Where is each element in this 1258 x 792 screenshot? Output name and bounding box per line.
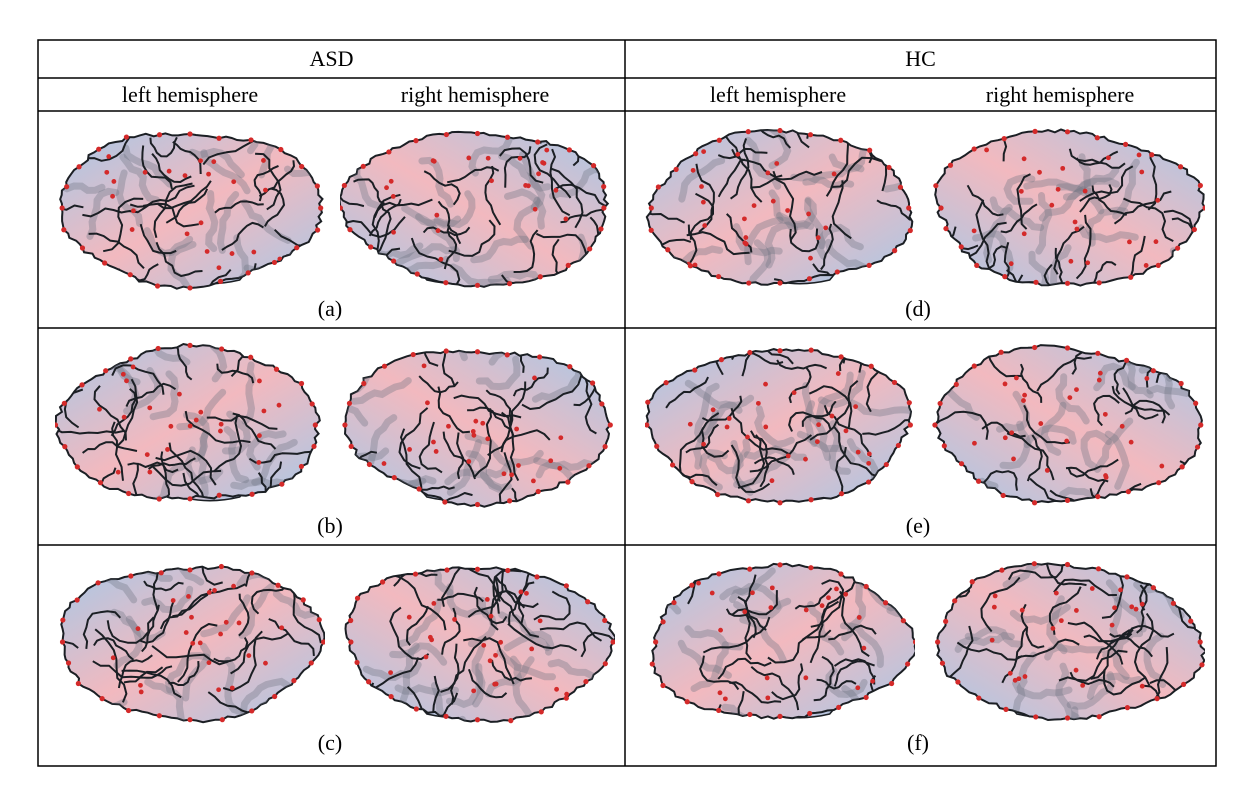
brain-hc-d-right-hemisphere bbox=[933, 128, 1205, 287]
panel-label-c: (c) bbox=[317, 730, 343, 755]
panel-label-d: (d) bbox=[905, 296, 931, 321]
brain-asd-c-right-hemisphere bbox=[344, 566, 615, 724]
group-header-asd: ASD bbox=[309, 46, 354, 71]
brain-hc-e-right-hemisphere bbox=[932, 344, 1204, 506]
asd-left-hemisphere-header: left hemisphere bbox=[121, 82, 259, 107]
brain-asd-b-left-hemisphere bbox=[55, 342, 321, 502]
hc-right-hemisphere-header: right hemisphere bbox=[985, 82, 1135, 107]
brain-hc-e-left-hemisphere bbox=[645, 347, 913, 506]
hc-left-hemisphere-header: left hemisphere bbox=[709, 82, 847, 107]
group-header-hc: HC bbox=[905, 46, 936, 71]
brain-hc-d-left-hemisphere bbox=[645, 127, 914, 286]
brain-hc-f-right-hemisphere bbox=[935, 561, 1205, 722]
panel-label-a: (a) bbox=[317, 296, 343, 321]
brain-hc-f-left-hemisphere bbox=[649, 562, 915, 720]
panel-label-b: (b) bbox=[317, 513, 343, 538]
panel-label-f: (f) bbox=[907, 730, 929, 755]
brain-asd-a-right-hemisphere bbox=[340, 130, 610, 288]
brain-asd-a-left-hemisphere bbox=[59, 131, 324, 291]
asd-right-hemisphere-header: right hemisphere bbox=[400, 82, 550, 107]
brain-asd-c-left-hemisphere bbox=[59, 563, 325, 724]
panel-label-e: (e) bbox=[905, 513, 931, 538]
brain-asd-b-right-hemisphere bbox=[342, 348, 613, 508]
